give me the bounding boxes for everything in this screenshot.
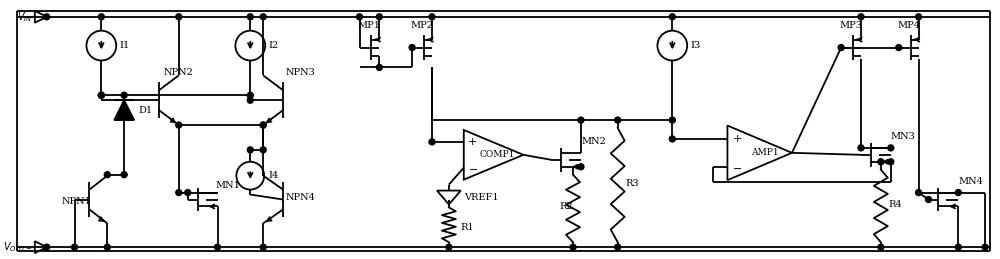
Circle shape — [888, 159, 894, 165]
Text: $-$: $-$ — [468, 163, 478, 173]
Text: COMP1: COMP1 — [480, 150, 515, 159]
Circle shape — [916, 190, 922, 196]
Circle shape — [176, 14, 182, 20]
Circle shape — [446, 244, 452, 250]
Circle shape — [98, 92, 104, 98]
Text: +: + — [468, 137, 477, 147]
Circle shape — [215, 244, 220, 250]
Text: R2: R2 — [559, 203, 573, 211]
Circle shape — [615, 244, 621, 250]
Text: I2: I2 — [268, 41, 278, 50]
Text: NPN1: NPN1 — [62, 197, 91, 206]
Text: R4: R4 — [889, 200, 902, 209]
Circle shape — [260, 244, 266, 250]
Text: MP3: MP3 — [840, 21, 863, 30]
Text: MN1: MN1 — [216, 181, 240, 190]
Circle shape — [260, 122, 266, 128]
Text: +: + — [733, 134, 742, 144]
Circle shape — [247, 97, 253, 103]
Circle shape — [104, 244, 110, 250]
Text: $-$: $-$ — [732, 162, 742, 172]
Text: MP1: MP1 — [358, 21, 381, 30]
Circle shape — [357, 14, 362, 20]
Circle shape — [955, 190, 961, 196]
Circle shape — [176, 190, 182, 196]
Text: R1: R1 — [461, 223, 474, 232]
Circle shape — [247, 147, 253, 153]
Text: MP4: MP4 — [897, 21, 920, 30]
Circle shape — [955, 244, 961, 250]
Text: D1: D1 — [138, 106, 152, 115]
Circle shape — [926, 197, 931, 203]
Text: R3: R3 — [626, 179, 639, 188]
Circle shape — [916, 14, 922, 20]
Circle shape — [982, 244, 988, 250]
Circle shape — [104, 172, 110, 178]
Circle shape — [578, 117, 584, 123]
Text: MN3: MN3 — [891, 132, 916, 141]
Text: VREF1: VREF1 — [464, 193, 498, 202]
Text: $V_{IN}$: $V_{IN}$ — [17, 10, 33, 24]
Circle shape — [858, 145, 864, 151]
Circle shape — [247, 14, 253, 20]
Text: AMP1: AMP1 — [751, 148, 778, 157]
Circle shape — [878, 244, 884, 250]
Circle shape — [260, 122, 266, 128]
Circle shape — [578, 164, 584, 170]
Text: I4: I4 — [268, 171, 278, 180]
Circle shape — [260, 14, 266, 20]
Circle shape — [98, 14, 104, 20]
Polygon shape — [114, 100, 134, 120]
Circle shape — [44, 244, 50, 250]
Text: NPN2: NPN2 — [164, 68, 194, 77]
Circle shape — [121, 92, 127, 98]
Circle shape — [429, 14, 435, 20]
Circle shape — [838, 45, 844, 51]
Circle shape — [669, 14, 675, 20]
Circle shape — [858, 14, 864, 20]
Circle shape — [121, 172, 127, 178]
Text: I3: I3 — [690, 41, 700, 50]
Circle shape — [260, 147, 266, 153]
Circle shape — [376, 64, 382, 70]
Circle shape — [376, 14, 382, 20]
Text: I1: I1 — [119, 41, 129, 50]
Circle shape — [176, 122, 182, 128]
Circle shape — [409, 45, 415, 51]
Circle shape — [669, 117, 675, 123]
Circle shape — [185, 190, 191, 196]
Circle shape — [72, 244, 78, 250]
Circle shape — [570, 244, 576, 250]
Circle shape — [615, 117, 621, 123]
Circle shape — [98, 92, 104, 98]
Text: MN4: MN4 — [958, 177, 983, 186]
Text: NPN4: NPN4 — [286, 193, 316, 202]
Circle shape — [44, 14, 50, 20]
Circle shape — [878, 159, 884, 165]
Text: MP2: MP2 — [411, 21, 434, 30]
Text: NPN3: NPN3 — [286, 68, 316, 77]
Circle shape — [247, 92, 253, 98]
Circle shape — [669, 136, 675, 142]
Text: $V_{OUT-}$: $V_{OUT-}$ — [3, 240, 33, 254]
Text: MN2: MN2 — [581, 138, 606, 146]
Circle shape — [429, 139, 435, 145]
Circle shape — [896, 45, 902, 51]
Circle shape — [888, 145, 894, 151]
